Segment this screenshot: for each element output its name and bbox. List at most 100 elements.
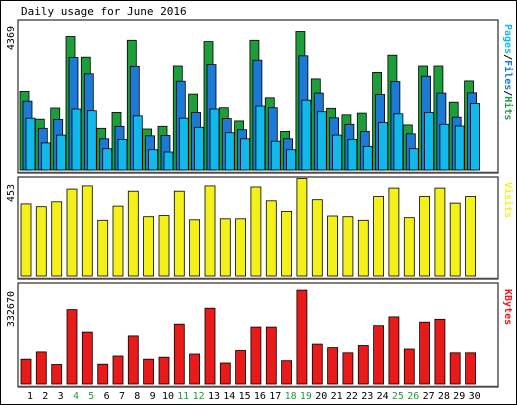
x-tick-day-29: 29 (453, 391, 465, 402)
bar-pages-day-9 (148, 149, 159, 171)
bar-pages-day-23 (362, 145, 373, 171)
x-tick-day-15: 15 (239, 391, 251, 402)
x-tick-day-16: 16 (254, 391, 266, 402)
bar-pages-day-18 (286, 149, 297, 171)
bar-kbytes-day-8 (127, 335, 139, 385)
bar-kbytes-day-30 (465, 352, 477, 385)
x-tick-day-23: 23 (361, 391, 373, 402)
panel-visits: 453 Visits (6, 176, 514, 280)
bar-pages-day-12 (194, 126, 205, 171)
series-label-part: Hits (502, 96, 514, 120)
bar-visits-day-26 (403, 217, 415, 277)
bar-kbytes-day-23 (357, 345, 369, 385)
bar-kbytes-day-24 (373, 325, 385, 385)
bar-kbytes-day-6 (97, 363, 109, 385)
bar-kbytes-day-25 (388, 316, 400, 385)
bar-pages-day-15 (240, 138, 251, 171)
y-max-label-hits-files-pages: 4369 (6, 26, 17, 50)
bar-visits-day-12 (189, 219, 201, 277)
x-tick-day-26: 26 (407, 391, 419, 402)
series-label-part: KBytes (502, 289, 513, 325)
x-tick-day-24: 24 (377, 391, 389, 402)
x-tick-day-5: 5 (88, 391, 94, 402)
bar-visits-day-8 (127, 190, 139, 277)
x-tick-day-27: 27 (423, 391, 435, 402)
x-tick-day-11: 11 (177, 391, 189, 402)
bar-pages-day-28 (439, 123, 450, 171)
bar-visits-day-30 (465, 196, 477, 277)
bar-kbytes-day-13 (204, 307, 216, 385)
bar-pages-day-25 (393, 113, 404, 171)
bar-visits-day-18 (281, 210, 293, 277)
bar-visits-day-11 (173, 190, 185, 277)
bar-pages-day-30 (470, 103, 481, 171)
bar-visits-day-16 (250, 186, 262, 277)
bar-kbytes-day-18 (281, 360, 293, 385)
bar-visits-day-14 (219, 218, 231, 277)
series-label-part: Pages (502, 24, 513, 54)
bar-pages-day-13 (209, 108, 220, 171)
bar-visits-day-10 (158, 215, 170, 277)
bar-visits-day-29 (449, 202, 461, 277)
chart-title: Daily usage for June 2016 (21, 5, 187, 18)
bar-kbytes-day-22 (342, 352, 354, 385)
y-max-label-kbytes: 332670 (6, 291, 17, 327)
bar-kbytes-day-12 (189, 353, 201, 385)
bar-pages-day-10 (163, 151, 174, 171)
bar-pages-day-20 (316, 111, 327, 171)
x-tick-day-10: 10 (162, 391, 174, 402)
x-tick-day-22: 22 (346, 391, 358, 402)
x-tick-day-17: 17 (269, 391, 281, 402)
bar-visits-day-21 (327, 215, 339, 277)
bar-pages-day-7 (117, 139, 128, 171)
bar-kbytes-day-4 (66, 309, 78, 385)
x-tick-day-8: 8 (134, 391, 140, 402)
bar-kbytes-day-9 (143, 358, 155, 385)
bar-pages-day-8 (132, 115, 143, 171)
series-label-part: Visits (502, 182, 514, 218)
bar-visits-day-25 (388, 187, 400, 277)
bar-visits-day-28 (434, 187, 446, 277)
x-tick-day-13: 13 (208, 391, 220, 402)
bar-kbytes-day-26 (403, 348, 415, 385)
bar-visits-day-23 (357, 219, 369, 277)
bar-kbytes-day-1 (20, 358, 32, 385)
series-label-part: / (502, 90, 513, 96)
bar-pages-day-4 (71, 108, 82, 171)
bar-visits-day-19 (296, 178, 308, 277)
x-tick-day-3: 3 (58, 391, 64, 402)
x-tick-day-6: 6 (104, 391, 110, 402)
bar-visits-day-2 (35, 206, 47, 277)
bar-kbytes-day-14 (219, 362, 231, 385)
bar-pages-day-24 (378, 122, 389, 171)
bar-pages-day-17 (270, 140, 281, 171)
bar-visits-day-9 (143, 216, 155, 277)
bar-kbytes-day-11 (173, 323, 185, 385)
series-label-hits-files-pages: Pages/Files/Hits (502, 24, 514, 120)
x-tick-day-20: 20 (315, 391, 327, 402)
bar-kbytes-day-3 (51, 364, 63, 385)
bar-kbytes-day-17 (265, 326, 277, 385)
x-tick-day-21: 21 (331, 391, 343, 402)
panel-kbytes: 332670 KBytes (6, 282, 513, 388)
series-label-kbytes: KBytes (502, 289, 513, 325)
bar-visits-day-15 (235, 218, 247, 277)
bar-kbytes-day-28 (434, 318, 446, 385)
bar-kbytes-day-5 (81, 331, 93, 385)
bar-visits-day-13 (204, 185, 216, 277)
bar-kbytes-day-10 (158, 356, 170, 385)
bar-visits-day-22 (342, 216, 354, 277)
bar-visits-day-17 (265, 200, 277, 277)
x-tick-day-7: 7 (119, 391, 125, 402)
bar-pages-day-22 (347, 139, 358, 171)
bar-kbytes-day-16 (250, 326, 262, 385)
bar-pages-day-29 (454, 125, 465, 171)
bar-pages-day-11 (178, 117, 189, 171)
x-tick-day-1: 1 (27, 391, 33, 402)
bar-kbytes-day-27 (419, 321, 431, 385)
bar-visits-day-7 (112, 205, 124, 277)
bar-kbytes-day-15 (235, 350, 247, 385)
bar-visits-day-1 (20, 203, 32, 277)
